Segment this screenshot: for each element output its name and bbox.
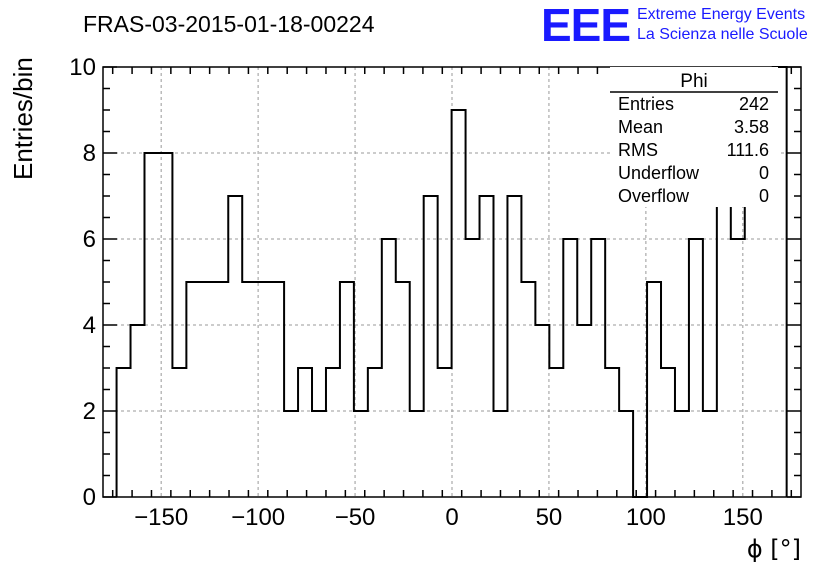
stats-row-label: Overflow	[618, 186, 690, 206]
histogram-bin	[242, 282, 256, 497]
histogram-bin	[619, 411, 633, 497]
histogram-bin	[549, 368, 563, 497]
histogram-bin	[521, 282, 535, 497]
histogram-line	[115, 66, 788, 498]
histogram-bin	[480, 196, 494, 497]
histogram-bin	[661, 368, 675, 497]
x-tick-label: 100	[626, 504, 666, 531]
histogram-bin	[647, 282, 661, 497]
axis-ticks	[103, 66, 801, 498]
histogram-bin	[326, 368, 340, 497]
histogram-bin	[410, 411, 424, 497]
histogram-bin	[200, 282, 214, 497]
histogram-bin	[535, 325, 549, 497]
eee-logo: EEE	[541, 0, 630, 51]
histogram-bin	[186, 282, 200, 497]
histogram-bin	[158, 153, 172, 497]
histogram-bin	[563, 239, 577, 497]
histogram-bin	[396, 282, 410, 497]
histogram-bin	[759, 196, 773, 497]
x-tick-label: 0	[445, 504, 458, 531]
histogram-bin	[605, 368, 619, 497]
histogram-bin	[172, 368, 186, 497]
histogram-bin	[144, 153, 158, 497]
histogram-bin	[382, 239, 396, 497]
histogram-path	[115, 66, 788, 498]
x-tick-label: −150	[134, 504, 188, 531]
histogram-bin	[466, 239, 480, 497]
stats-row-value: 0	[759, 163, 769, 183]
histogram-bin	[438, 368, 452, 497]
stats-row-value: 111.6	[727, 140, 769, 160]
stats-row-value: 0	[759, 186, 769, 206]
histogram-bin	[228, 196, 242, 497]
x-tick-label: −50	[335, 504, 376, 531]
histogram-bin	[312, 411, 326, 497]
run-title: FRAS-03-2015-01-18-00224	[83, 11, 375, 37]
eee-logo-line2: La Scienza nelle Scuole	[637, 26, 808, 43]
stats-row-label: Mean	[618, 117, 663, 137]
histogram-bin	[452, 110, 466, 497]
y-axis-label: Entries/bin	[8, 57, 38, 180]
histogram-bin	[270, 282, 284, 497]
y-tick-label: 10	[69, 54, 96, 81]
x-tick-label: −100	[231, 504, 285, 531]
tick-labels: −150 −100 −50 0 50 100 150 0 2 4 6 8 10	[69, 54, 763, 531]
histogram-bin	[354, 411, 368, 497]
histogram-bin	[731, 239, 745, 497]
y-tick-label: 0	[83, 484, 96, 511]
histogram-bin	[340, 282, 354, 497]
histogram-bin	[577, 325, 591, 497]
histogram-bin	[689, 239, 703, 497]
histogram-bin	[591, 239, 605, 497]
histogram-bin	[117, 368, 131, 497]
stats-row-label: Underflow	[618, 163, 700, 183]
histogram-bin	[717, 196, 731, 497]
histogram-bin	[284, 411, 298, 497]
x-tick-label: 150	[723, 504, 763, 531]
y-tick-label: 8	[83, 140, 96, 167]
histogram-bin	[493, 411, 507, 497]
histogram-bin	[703, 411, 717, 497]
eee-logo-line1: Extreme Energy Events	[637, 6, 805, 23]
stats-row-value: 242	[739, 94, 769, 114]
y-tick-label: 4	[83, 312, 96, 339]
x-axis-label: ϕ [°]	[747, 535, 801, 563]
stats-box: Phi Entries 242 Mean 3.58 RMS 111.6 Underflow 0…	[610, 67, 778, 207]
histogram-bin	[256, 282, 270, 497]
histogram-bin	[675, 411, 689, 497]
x-tick-label: 50	[536, 504, 563, 531]
histogram-bin	[298, 368, 312, 497]
stats-row-value: 3.58	[734, 117, 769, 137]
stats-row-label: RMS	[618, 140, 658, 160]
y-tick-label: 6	[83, 226, 96, 253]
stats-row-label: Entries	[618, 94, 674, 114]
y-tick-label: 2	[83, 398, 96, 425]
histogram-bin	[368, 368, 382, 497]
stats-box-title: Phi	[680, 71, 707, 92]
histogram-bin	[507, 196, 521, 497]
histogram-bin	[424, 196, 438, 497]
histogram-bin	[214, 282, 228, 497]
histogram-bin	[131, 325, 145, 497]
